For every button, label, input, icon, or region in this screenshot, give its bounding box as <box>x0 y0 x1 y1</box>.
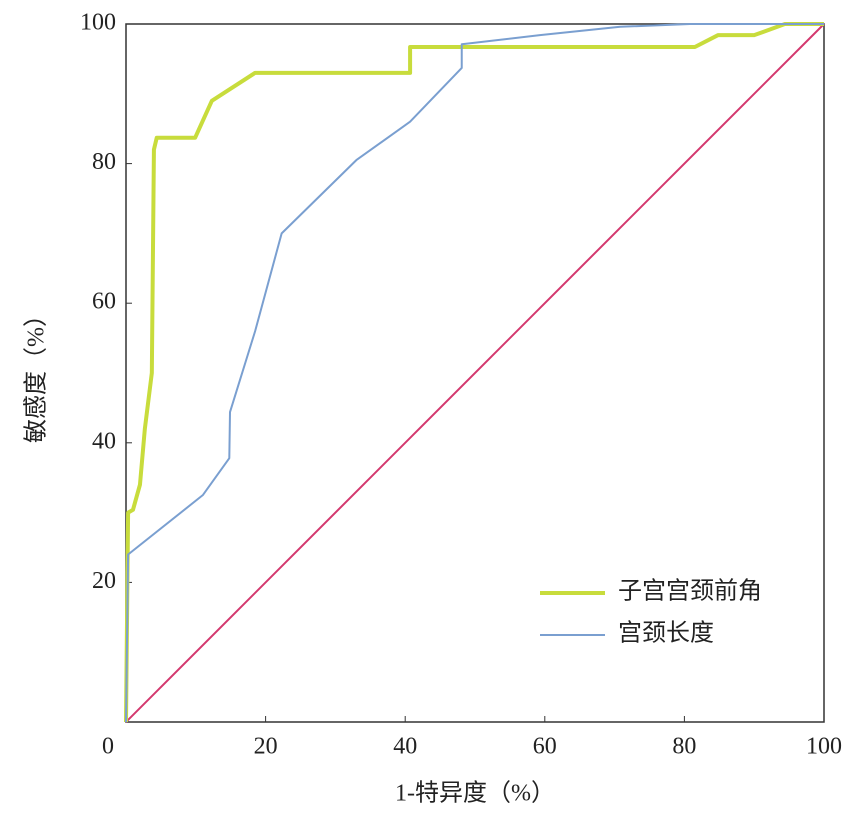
legend-label: 宫颈长度 <box>618 620 714 647</box>
plot-frame <box>125 23 825 723</box>
roc-line <box>124 22 824 723</box>
y-tick-label: 100 <box>80 10 116 36</box>
y-tick-label: 20 <box>92 568 116 594</box>
x-tick-label: 20 <box>254 734 278 760</box>
x-tick-label: 80 <box>672 734 696 760</box>
reference-line <box>125 23 825 723</box>
roc-line <box>125 23 824 723</box>
x-tick-label: 60 <box>533 734 557 760</box>
legend-label: 子宫宫颈前角 <box>618 578 762 605</box>
y-axis-label: 敏感度（%） <box>23 303 50 443</box>
x-tick-label: 40 <box>393 734 417 760</box>
x-axis-label: 1-特异度（%） <box>395 780 555 807</box>
y-tick-label: 60 <box>92 289 116 315</box>
x-tick-label: 0 <box>102 734 114 760</box>
y-tick-label: 80 <box>92 149 116 175</box>
y-tick-label: 40 <box>92 428 116 454</box>
x-tick-label: 100 <box>806 734 842 760</box>
